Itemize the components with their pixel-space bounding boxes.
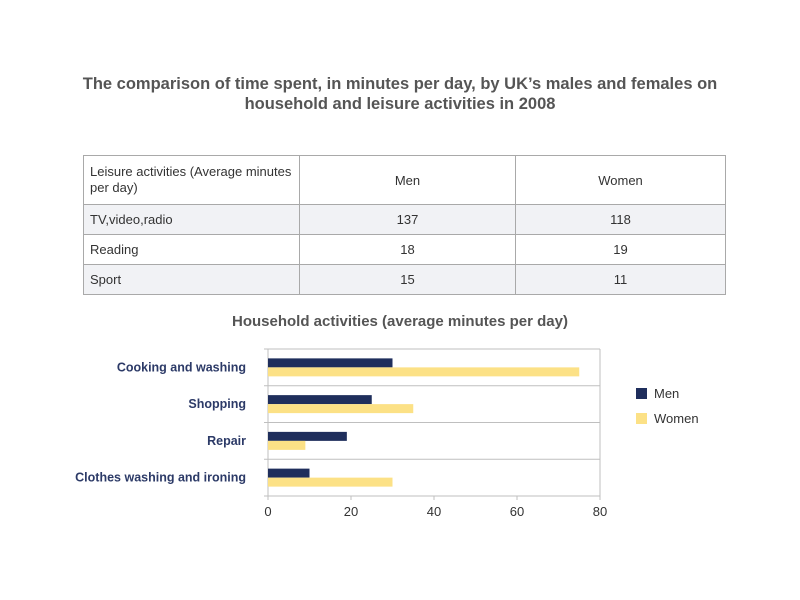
title-line-1: The comparison of time spent, in minutes… [82,75,718,93]
bar-women [268,367,580,377]
legend-label-men: Men [654,386,679,401]
x-tick-label: 0 [264,504,271,519]
leisure-table: Leisure activities (Average minutes per … [83,155,726,295]
x-tick-label: 80 [593,504,607,519]
table-row: Reading 18 19 [83,234,726,265]
table-cell-men: 18 [299,234,516,265]
legend-swatch-men [636,388,647,399]
bar-women [268,404,414,414]
bar-men [268,395,372,405]
table-cell-activity: TV,video,radio [83,204,300,235]
legend-swatch-women [636,413,647,424]
table-cell-men: 15 [299,264,516,295]
category-label: Repair [207,434,246,448]
bar-men [268,358,393,368]
table-header-men: Men [299,155,516,205]
x-tick-label: 20 [344,504,358,519]
bar-women [268,440,306,450]
legend-label-women: Women [654,411,699,426]
table-cell-women: 19 [515,234,726,265]
chart-title: Household activities (average minutes pe… [232,313,568,330]
table-cell-activity: Sport [83,264,300,295]
x-tick-label: 60 [510,504,524,519]
category-label: Clothes washing and ironing [75,471,246,485]
bar-men [268,431,347,441]
category-label: Cooking and washing [117,360,246,374]
x-tick-label: 40 [427,504,441,519]
table-cell-men: 137 [299,204,516,235]
table-cell-women: 11 [515,264,726,295]
category-label: Shopping [188,397,246,411]
table-row: Sport 15 11 [83,264,726,295]
page-title: The comparison of time spent, in minutes… [50,74,750,114]
table-header-women: Women [515,155,726,205]
bar-men [268,468,310,478]
table-header-activity: Leisure activities (Average minutes per … [83,155,300,205]
bar-women [268,477,393,487]
title-line-2: household and leisure activities in 2008 [244,95,556,113]
table-header-row: Leisure activities (Average minutes per … [83,155,726,205]
